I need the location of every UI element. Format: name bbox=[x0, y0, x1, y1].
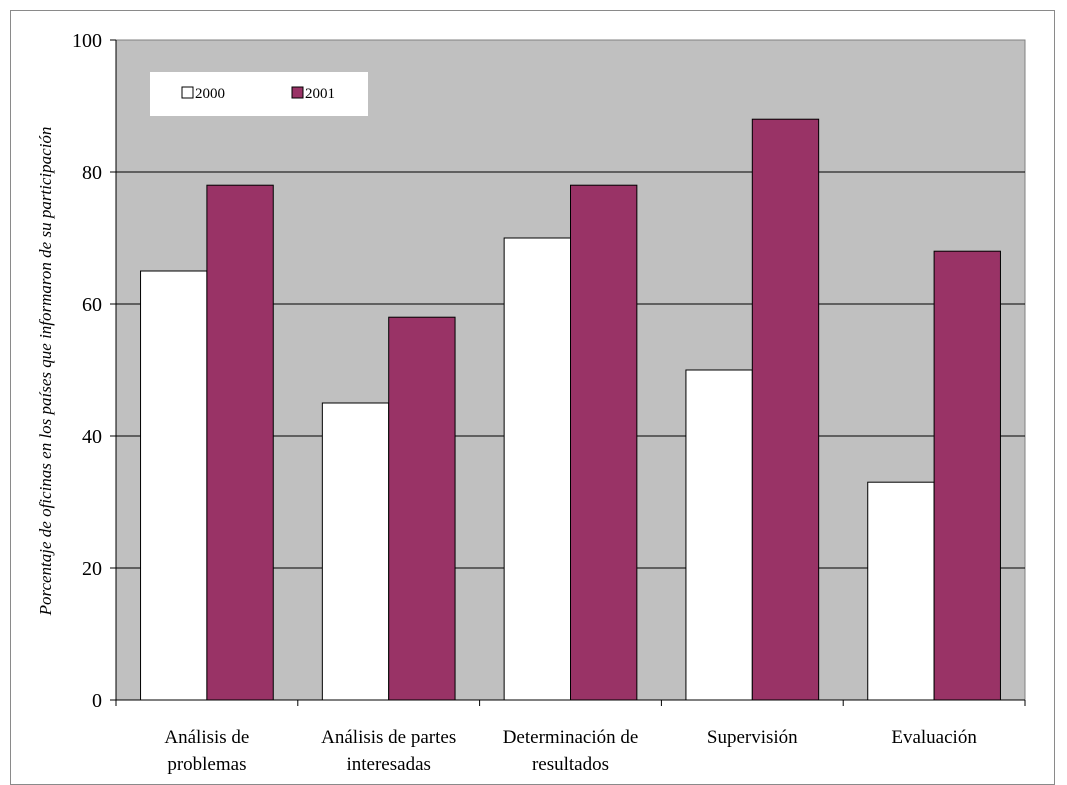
y-tick-label: 60 bbox=[82, 294, 102, 316]
bar-2000-2 bbox=[503, 237, 572, 701]
x-category-label: Determinación de bbox=[503, 727, 639, 748]
bar-2000-3 bbox=[685, 369, 753, 701]
x-category-label: Evaluación bbox=[891, 727, 977, 748]
y-tick-label: 80 bbox=[82, 162, 102, 184]
x-category-label: problemas bbox=[167, 754, 246, 775]
legend-label-2001: 2001 bbox=[305, 86, 335, 102]
y-axis-title: Porcentaje de oficinas en los países que… bbox=[36, 127, 55, 617]
legend-label-2000: 2000 bbox=[195, 86, 225, 102]
x-category-label: Análisis de bbox=[164, 727, 249, 748]
legend-swatch-2001 bbox=[291, 86, 304, 99]
bar-2001-0 bbox=[206, 184, 274, 701]
bar-2000-0 bbox=[140, 270, 208, 701]
legend-swatch-2000 bbox=[181, 86, 194, 99]
x-category-label: Supervisión bbox=[707, 727, 798, 748]
bar-2000-4 bbox=[867, 481, 935, 701]
x-category-label: Análisis de partes bbox=[321, 727, 456, 748]
y-tick-label: 40 bbox=[82, 426, 102, 448]
bar-2001-3 bbox=[751, 118, 820, 701]
bar-2001-4 bbox=[933, 250, 1001, 701]
bar-2001-2 bbox=[570, 184, 638, 701]
y-tick-label: 0 bbox=[92, 690, 102, 712]
bar-2001-1 bbox=[388, 316, 456, 701]
x-category-label: interesadas bbox=[346, 754, 430, 775]
x-category-label: resultados bbox=[532, 754, 609, 775]
y-tick-label: 100 bbox=[72, 30, 102, 52]
y-tick-label: 20 bbox=[82, 558, 102, 580]
bar-2000-1 bbox=[321, 402, 390, 701]
